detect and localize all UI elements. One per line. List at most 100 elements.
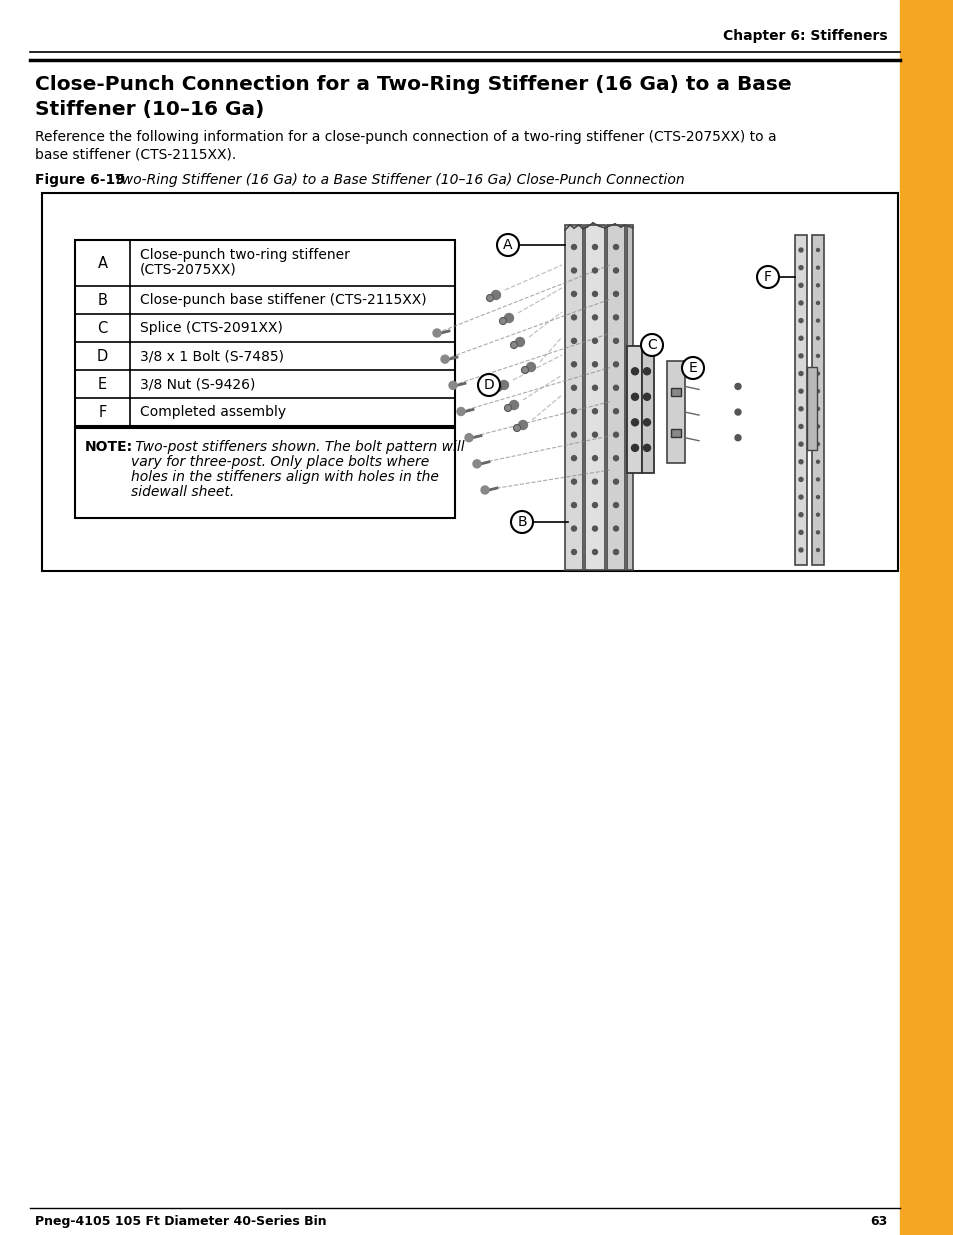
Circle shape [571,385,576,390]
Circle shape [592,268,597,273]
Circle shape [613,432,618,437]
Bar [670,429,680,437]
Circle shape [816,531,819,534]
Circle shape [592,479,597,484]
Circle shape [816,284,819,287]
Text: C: C [646,338,657,352]
Circle shape [757,266,779,288]
Circle shape [592,362,597,367]
Circle shape [799,301,802,305]
Circle shape [643,368,650,374]
Circle shape [640,333,662,356]
Circle shape [816,442,819,446]
Circle shape [799,478,802,482]
Text: F: F [98,405,107,420]
Circle shape [816,408,819,410]
Circle shape [613,503,618,508]
Circle shape [504,405,511,411]
Circle shape [494,384,501,391]
Text: D: D [483,378,494,391]
Circle shape [643,419,650,426]
Text: B: B [517,515,526,529]
Circle shape [497,233,518,256]
Circle shape [631,368,638,374]
Text: Close-punch base stiffener (CTS-2115XX): Close-punch base stiffener (CTS-2115XX) [140,293,426,308]
Circle shape [816,548,819,552]
Circle shape [613,362,618,367]
Text: 3/8 x 1 Bolt (S-7485): 3/8 x 1 Bolt (S-7485) [140,350,284,363]
Bar [564,225,582,571]
Circle shape [613,291,618,296]
Circle shape [799,372,802,375]
Text: Close-punch two-ring stiffener: Close-punch two-ring stiffener [140,248,350,262]
Text: C: C [97,321,108,336]
Circle shape [571,479,576,484]
Text: B: B [97,293,108,308]
Circle shape [477,374,499,396]
Circle shape [613,245,618,249]
Text: Two-Ring Stiffener (16 Ga) to a Base Stiffener (10–16 Ga) Close-Punch Connection: Two-Ring Stiffener (16 Ga) to a Base Sti… [110,173,684,186]
Bar [606,225,624,571]
Circle shape [592,338,597,343]
Circle shape [510,342,517,348]
Circle shape [513,425,520,431]
Circle shape [571,291,576,296]
Text: Reference the following information for a close-punch connection of a two-ring s: Reference the following information for … [35,130,776,144]
Text: 63: 63 [870,1215,887,1229]
Circle shape [799,442,802,446]
Circle shape [816,425,819,429]
Text: base stiffener (CTS-2115XX).: base stiffener (CTS-2115XX). [35,147,236,161]
Bar [626,225,633,571]
Text: sidewall sheet.: sidewall sheet. [131,485,234,499]
Circle shape [816,514,819,516]
Circle shape [571,456,576,461]
Circle shape [816,372,819,375]
Circle shape [509,400,518,410]
Circle shape [816,390,819,393]
Circle shape [592,315,597,320]
Circle shape [799,513,802,516]
Circle shape [592,409,597,414]
Circle shape [643,393,650,400]
Circle shape [592,291,597,296]
Circle shape [486,294,493,301]
Circle shape [799,266,802,269]
Bar [584,225,604,571]
Circle shape [526,363,535,372]
Text: Pneg-4105 105 Ft Diameter 40-Series Bin: Pneg-4105 105 Ft Diameter 40-Series Bin [35,1215,326,1229]
Circle shape [499,380,508,389]
Circle shape [816,301,819,305]
Circle shape [571,268,576,273]
Circle shape [681,357,703,379]
Bar [75,240,455,426]
Text: Completed assembly: Completed assembly [140,405,286,419]
Circle shape [521,367,528,373]
Circle shape [799,319,802,322]
Circle shape [571,245,576,249]
Circle shape [734,409,740,415]
Text: F: F [763,270,771,284]
Circle shape [613,479,618,484]
Text: NOTE:: NOTE: [85,440,133,454]
Circle shape [571,550,576,555]
Circle shape [571,432,576,437]
Circle shape [613,385,618,390]
Bar [75,429,455,517]
Circle shape [480,487,489,494]
Circle shape [592,526,597,531]
Circle shape [515,337,524,347]
Circle shape [631,393,638,400]
Circle shape [518,420,527,430]
Circle shape [511,511,533,534]
Circle shape [799,354,802,358]
Circle shape [473,459,480,468]
Circle shape [631,419,638,426]
Circle shape [592,456,597,461]
Circle shape [613,456,618,461]
Circle shape [816,478,819,480]
Bar [626,346,641,473]
Circle shape [799,548,802,552]
Circle shape [734,435,740,441]
Circle shape [440,356,449,363]
Bar [670,388,680,395]
